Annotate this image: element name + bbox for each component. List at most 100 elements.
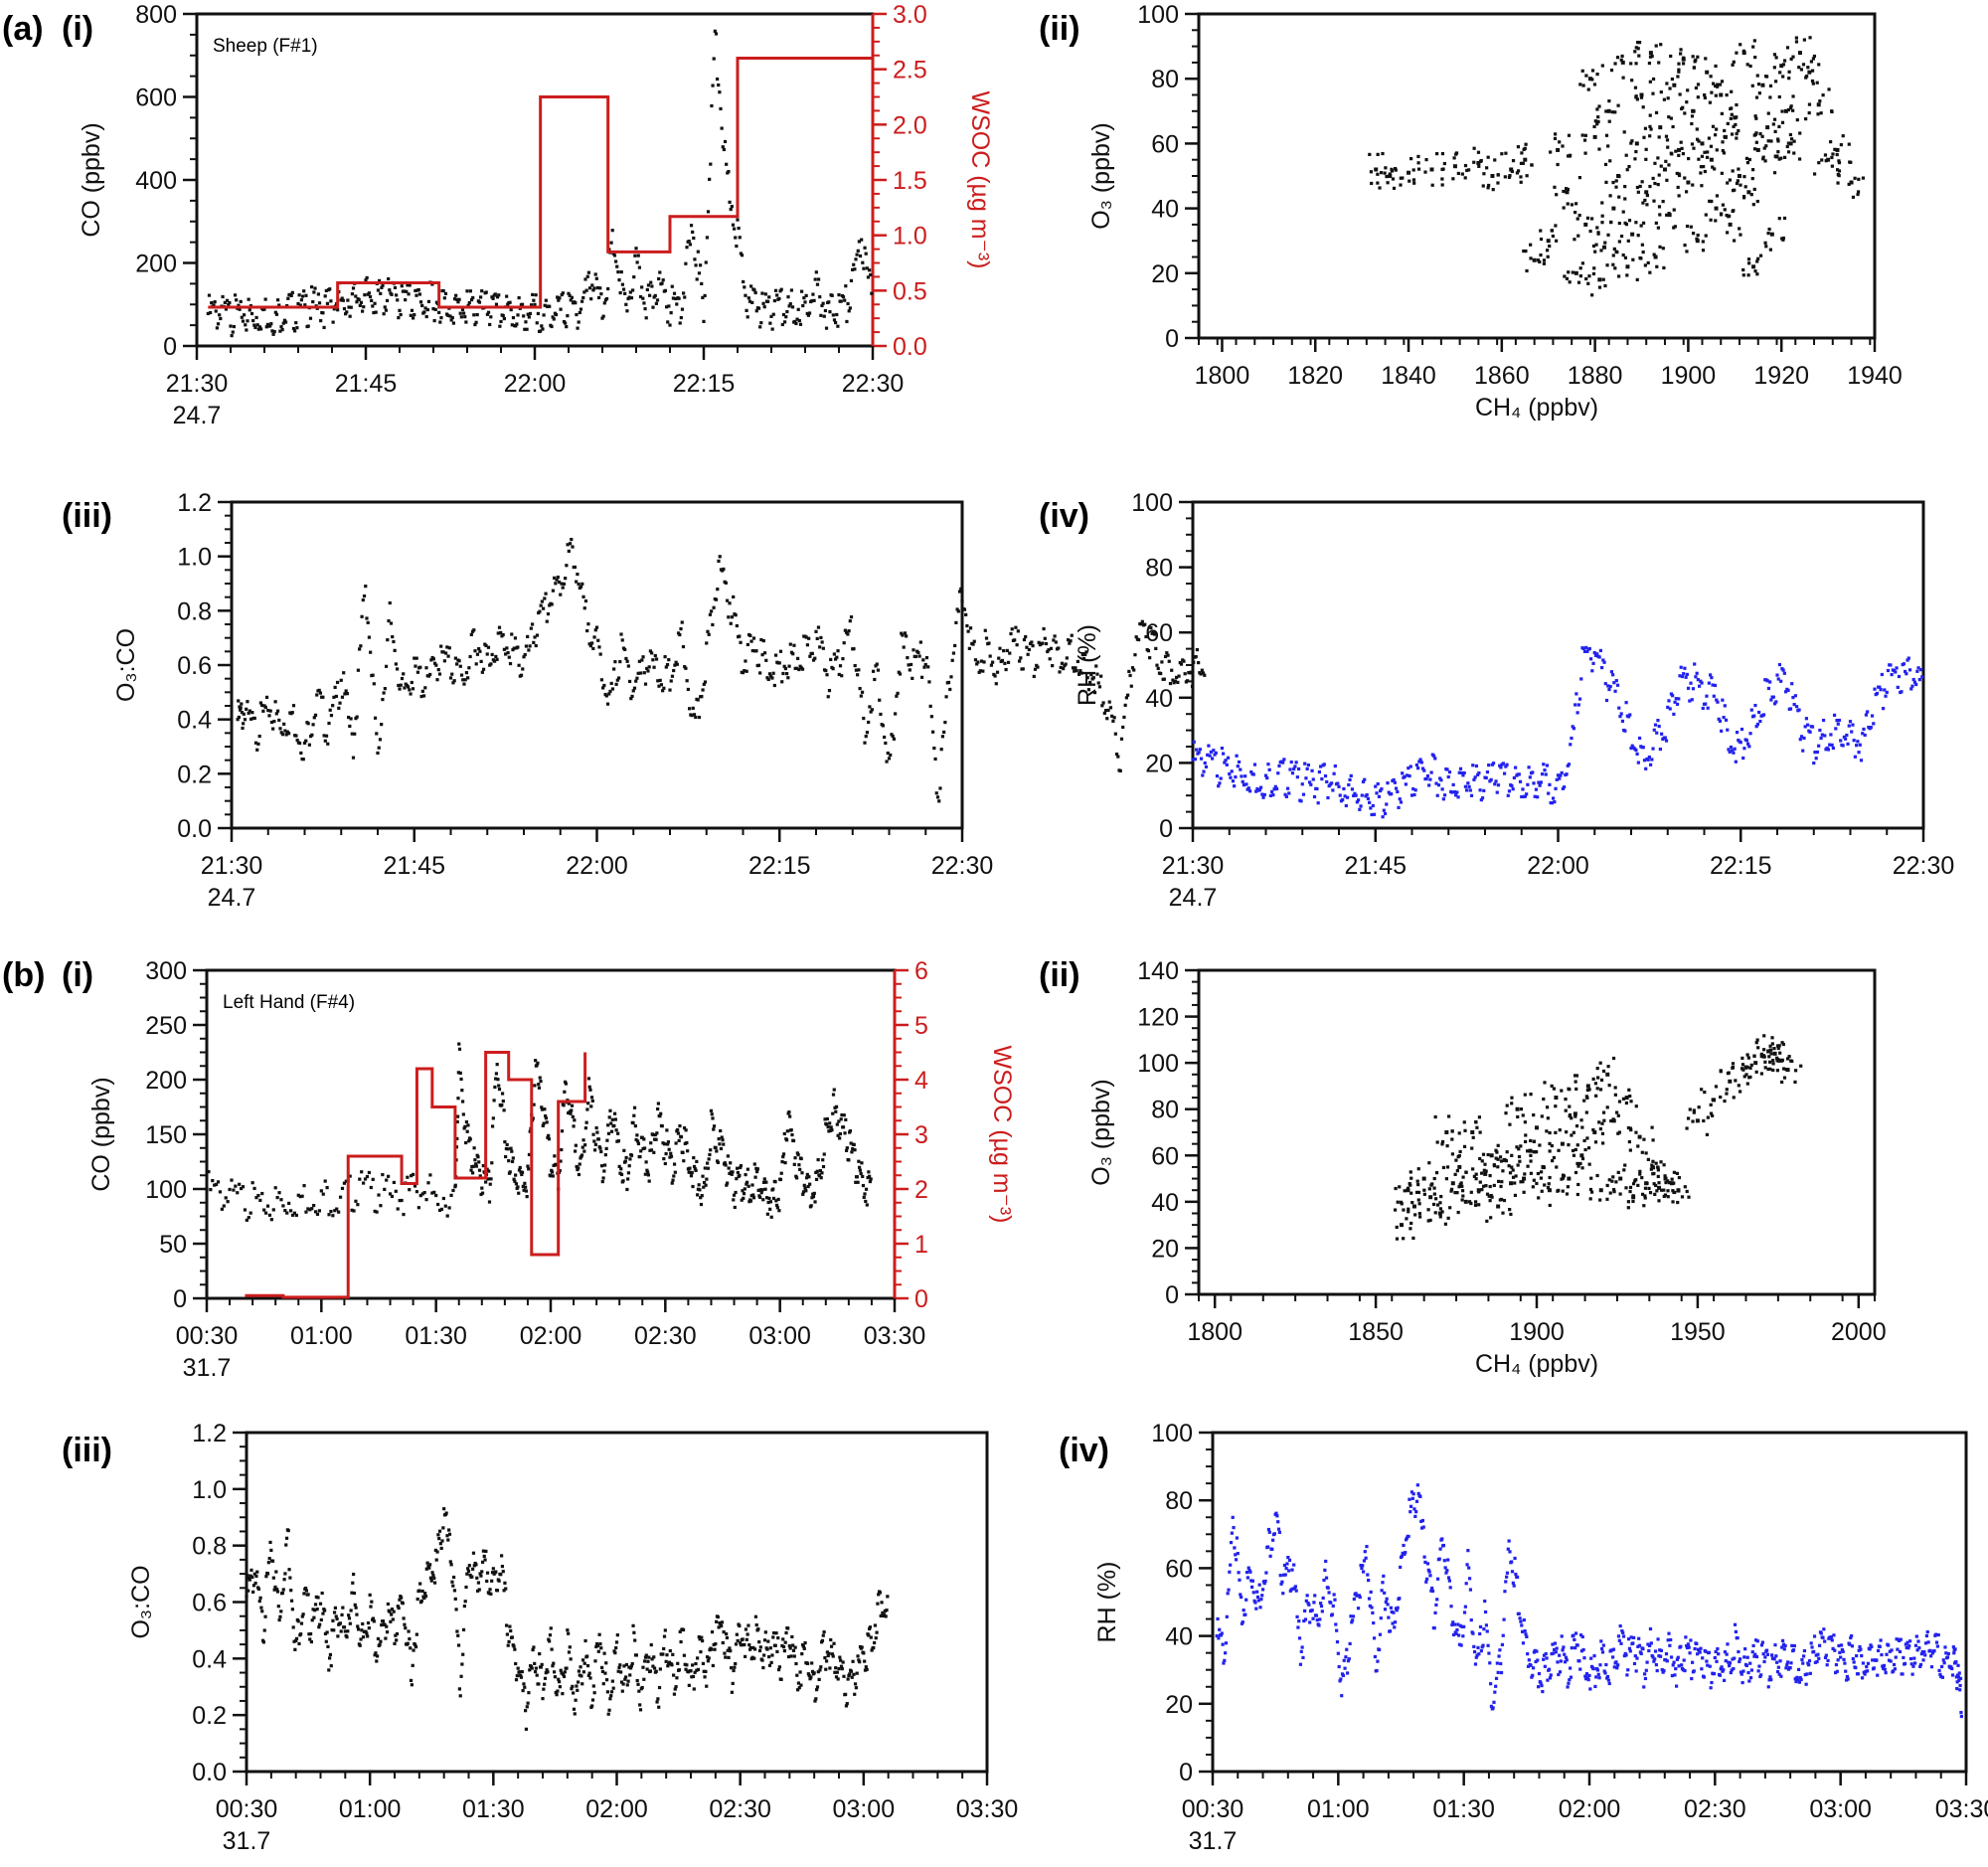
data-point	[486, 1177, 490, 1181]
data-point	[1418, 758, 1422, 762]
data-point	[239, 706, 243, 710]
data-point	[402, 672, 406, 676]
data-point	[1064, 662, 1068, 666]
data-point	[324, 288, 328, 293]
data-point	[648, 293, 652, 297]
x-tick-label: 21:45	[335, 370, 398, 398]
data-point	[253, 741, 258, 745]
data-point	[636, 671, 640, 675]
data-point	[1613, 266, 1617, 270]
data-point	[1657, 1181, 1661, 1185]
data-point	[921, 658, 925, 662]
data-point	[266, 708, 270, 713]
data-point	[1841, 744, 1845, 748]
data-point	[1231, 779, 1236, 783]
data-point	[1848, 720, 1853, 724]
data-point	[1463, 176, 1467, 180]
data-point	[1386, 181, 1390, 185]
data-point	[1361, 779, 1366, 784]
data-point	[1478, 1156, 1482, 1161]
data-point	[400, 284, 404, 288]
data-point	[299, 1621, 304, 1625]
data-point	[624, 656, 628, 661]
data-point	[1580, 1156, 1585, 1161]
data-point	[1624, 153, 1628, 157]
data-point	[751, 636, 756, 640]
data-point	[1730, 89, 1734, 93]
data-point	[514, 1173, 518, 1177]
data-point	[1171, 678, 1175, 682]
data-point	[437, 1208, 442, 1213]
data-point	[252, 716, 256, 721]
data-point	[407, 1629, 411, 1633]
data-point	[255, 748, 259, 752]
data-point	[464, 1140, 468, 1145]
data-point	[1710, 90, 1714, 94]
data-point	[601, 314, 605, 318]
data-point	[574, 1149, 578, 1153]
data-point	[712, 1124, 717, 1128]
data-point	[1408, 1181, 1411, 1186]
data-point	[485, 1579, 489, 1584]
data-point	[1801, 63, 1806, 67]
data-point	[1738, 227, 1741, 231]
data-point	[1702, 165, 1706, 169]
data-point	[524, 1727, 529, 1731]
data-point	[420, 1589, 424, 1594]
data-point	[1634, 1104, 1638, 1108]
data-point	[537, 1086, 542, 1090]
data-point	[493, 659, 497, 663]
data-point	[1496, 1165, 1500, 1169]
data-point	[681, 1150, 685, 1155]
data-point	[1792, 703, 1796, 707]
data-point	[1526, 1149, 1530, 1153]
data-point	[335, 1616, 339, 1621]
data-point	[1119, 737, 1124, 741]
data-point	[480, 1570, 484, 1574]
data-point	[1538, 783, 1542, 787]
data-point	[596, 638, 600, 642]
data-point	[1154, 646, 1158, 650]
data-point	[807, 1175, 811, 1179]
series-o3-co	[236, 537, 1207, 803]
data-point	[301, 1612, 305, 1616]
data-point	[1435, 1140, 1439, 1144]
data-point	[658, 678, 662, 683]
data-point	[450, 672, 454, 676]
data-point	[1241, 779, 1244, 783]
data-point	[545, 1668, 549, 1672]
data-point	[396, 1605, 400, 1609]
data-point	[566, 543, 570, 547]
data-point	[1526, 1164, 1530, 1168]
data-point	[1607, 1084, 1611, 1088]
data-point	[598, 652, 602, 656]
data-point	[1572, 727, 1576, 731]
data-point	[342, 671, 346, 675]
data-point	[450, 1580, 454, 1584]
data-point	[527, 648, 531, 652]
data-point	[228, 1187, 232, 1192]
data-point	[722, 147, 726, 152]
data-point	[798, 322, 803, 326]
data-point	[688, 243, 692, 247]
data-point	[1440, 1142, 1444, 1146]
data-point	[469, 1168, 473, 1172]
data-point	[1786, 150, 1791, 154]
data-point	[474, 662, 478, 666]
data-point	[851, 267, 855, 271]
data-point	[742, 279, 746, 284]
data-point	[376, 1654, 380, 1658]
data-point	[735, 623, 739, 628]
data-point	[796, 307, 800, 311]
data-point	[1779, 156, 1783, 160]
data-point	[381, 1172, 385, 1177]
data-point	[453, 1597, 457, 1601]
y2-tick-label: 0	[914, 1285, 928, 1313]
data-point	[1017, 659, 1022, 663]
data-point	[1524, 249, 1528, 254]
data-point	[342, 306, 347, 311]
data-point	[706, 629, 710, 633]
data-point	[382, 312, 386, 316]
data-point	[845, 630, 849, 634]
data-point	[462, 1126, 466, 1130]
